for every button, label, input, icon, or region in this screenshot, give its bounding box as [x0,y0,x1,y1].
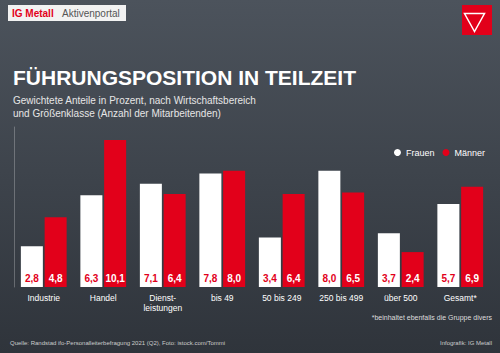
svg-text:250 bis 499: 250 bis 499 [319,293,363,303]
svg-text:2,8: 2,8 [25,273,39,284]
svg-text:Aktivenportal: Aktivenportal [62,8,120,19]
svg-text:5,7: 5,7 [441,273,455,284]
svg-text:Frauen: Frauen [406,148,435,158]
svg-text:10,1: 10,1 [105,273,125,284]
svg-text:8,0: 8,0 [227,273,241,284]
svg-text:6,9: 6,9 [465,273,479,284]
svg-text:50 bis 249: 50 bis 249 [262,293,301,303]
svg-text:Gesamt*: Gesamt* [444,293,478,303]
svg-text:7,8: 7,8 [203,273,217,284]
svg-text:*beinhaltet ebenfalls die Grup: *beinhaltet ebenfalls die Gruppe divers [372,314,493,322]
svg-text:Männer: Männer [454,148,485,158]
svg-text:leistungen: leistungen [143,303,182,313]
svg-text:Industrie: Industrie [27,293,60,303]
svg-text:IG Metall: IG Metall [12,8,54,19]
svg-text:3,7: 3,7 [382,273,396,284]
svg-text:über 500: über 500 [384,293,418,303]
svg-text:bis 49: bis 49 [211,293,234,303]
svg-text:FÜHRUNGSPOSITION IN TEILZEIT: FÜHRUNGSPOSITION IN TEILZEIT [13,66,356,89]
svg-text:2,4: 2,4 [406,273,420,284]
svg-text:Infografik: IG Metall: Infografik: IG Metall [440,340,492,346]
svg-text:4,8: 4,8 [49,273,63,284]
svg-text:und Größenklasse (Anzahl der M: und Größenklasse (Anzahl der Mitarbeiten… [13,108,221,119]
svg-text:6,4: 6,4 [287,273,301,284]
svg-text:6,5: 6,5 [346,273,360,284]
svg-text:Dienst-: Dienst- [149,293,176,303]
svg-text:7,1: 7,1 [144,273,158,284]
svg-text:3,4: 3,4 [263,273,277,284]
svg-text:Quelle: Randstad ifo-Personall: Quelle: Randstad ifo-Personalleiterbefra… [10,340,225,346]
svg-text:Gewichtete Anteile in Prozent,: Gewichtete Anteile in Prozent, nach Wirt… [13,95,256,106]
svg-text:8,0: 8,0 [322,273,336,284]
svg-text:6,4: 6,4 [168,273,182,284]
svg-text:Handel: Handel [90,293,117,303]
svg-text:6,3: 6,3 [84,273,98,284]
